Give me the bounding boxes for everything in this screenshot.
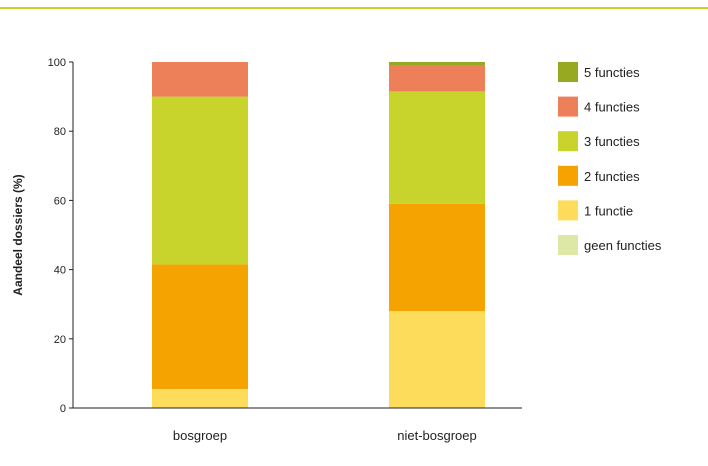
x-tick-label: bosgroep [173,428,227,443]
bar-segment [152,96,248,265]
legend-swatch [558,235,578,255]
legend-label: 2 functies [584,169,640,184]
y-axis-label: Aandeel dossiers (%) [11,174,25,295]
legend-label: 4 functies [584,100,640,115]
bar-segment [389,203,485,312]
legend-label: 3 functies [584,134,640,149]
y-tick-label: 100 [48,57,66,69]
y-tick-label: 40 [54,265,66,277]
legend-swatch [558,62,578,82]
x-tick-label: niet-bosgroep [397,428,477,443]
y-tick-label: 80 [54,126,66,138]
y-tick-label: 20 [54,334,66,346]
legend-label: 1 functie [584,203,633,218]
legend-label: 5 functies [584,65,640,80]
bar-segment [389,65,485,92]
bar-segment [389,62,485,66]
legend-swatch [558,200,578,221]
legend-swatch [558,96,578,117]
bar-segment [389,311,485,408]
bar-segment [152,264,248,389]
legend-swatch [558,131,578,152]
legend-label: geen functies [584,238,662,253]
bar-segment [152,62,248,97]
y-tick-label: 60 [54,195,66,207]
bar-segment [389,91,485,204]
bar-segment [152,388,248,408]
legend-swatch [558,165,578,186]
top-accent-rule [0,7,708,9]
y-tick-label: 0 [60,403,66,415]
